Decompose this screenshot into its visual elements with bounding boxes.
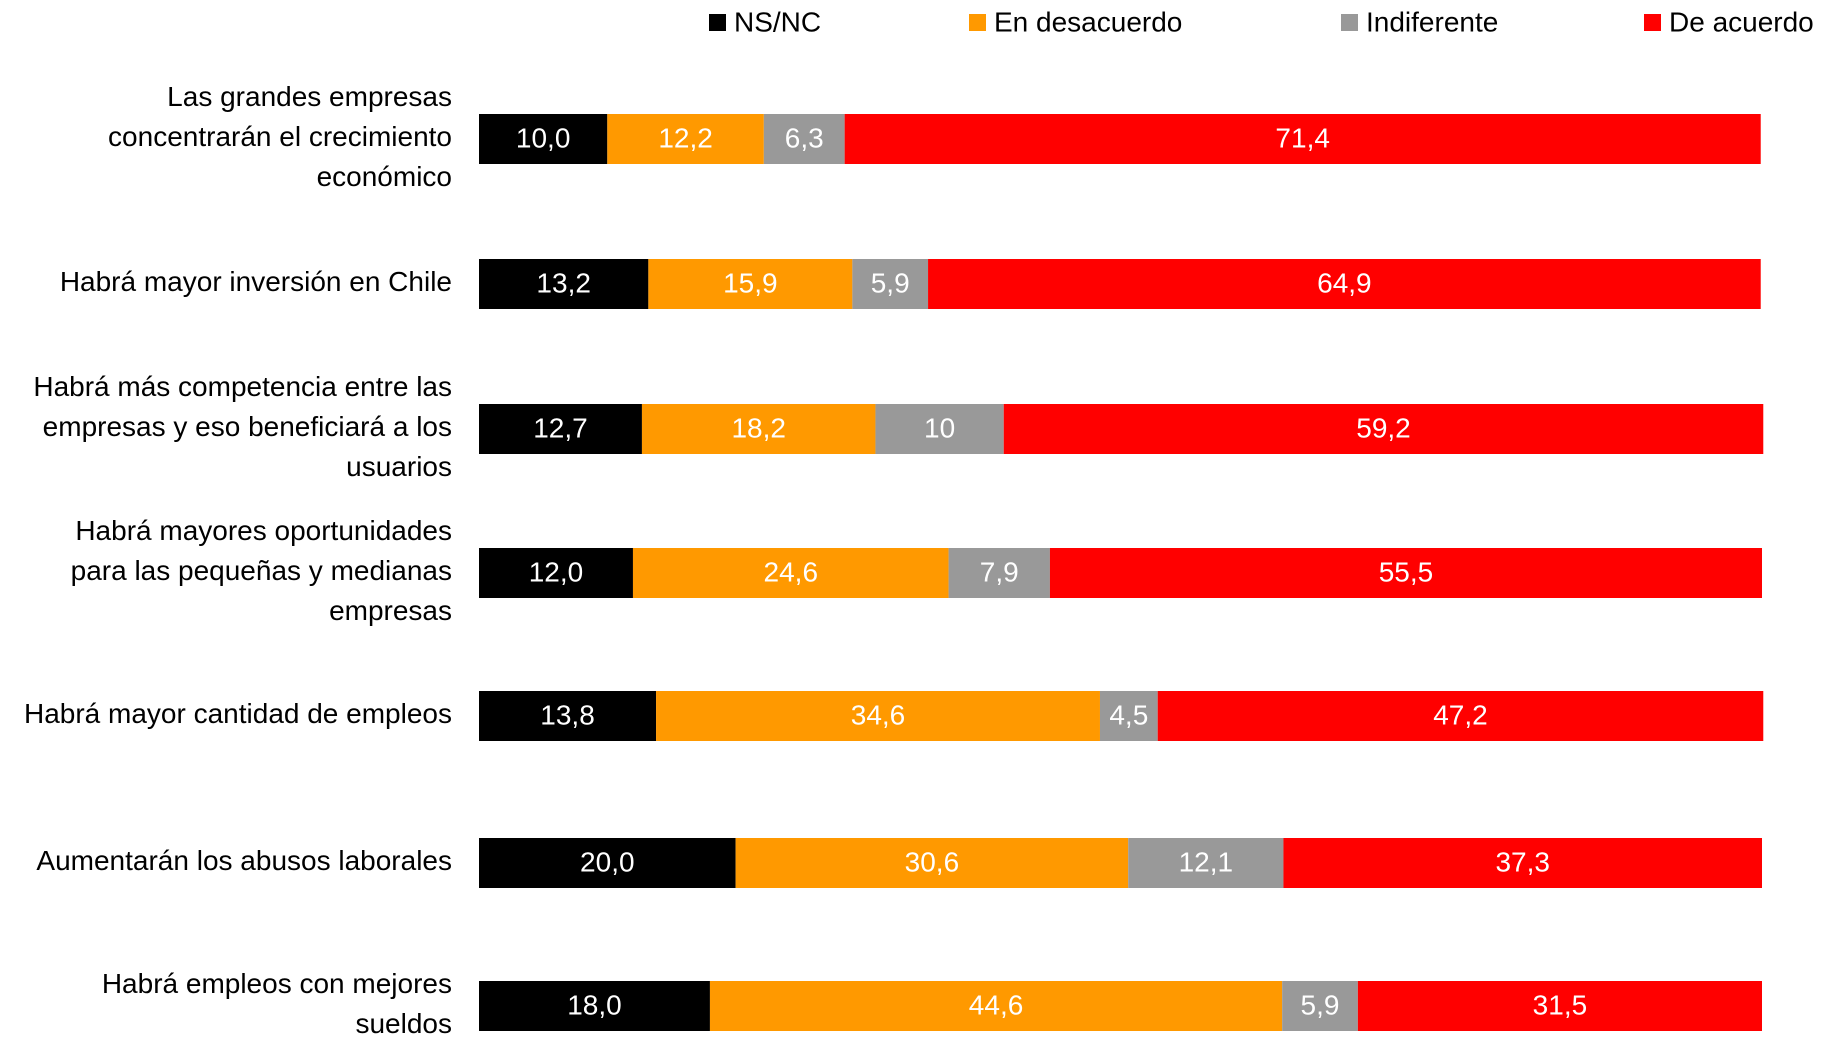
bar-segment <box>479 114 608 164</box>
bar-segment <box>763 114 845 164</box>
value-label: 20,0 <box>580 846 635 877</box>
bar-segment <box>479 259 649 309</box>
bar-segment <box>479 691 657 741</box>
bar-segment <box>479 838 736 888</box>
value-label: 71,4 <box>1275 122 1330 153</box>
value-label: 47,2 <box>1433 699 1488 730</box>
value-label: 18,0 <box>567 989 622 1020</box>
value-label: 12,7 <box>533 412 588 443</box>
bar-segment <box>607 114 764 164</box>
legend-label: Indiferente <box>1366 6 1498 37</box>
bar-segment <box>1099 691 1158 741</box>
category-label: Las grandes empresas concentrarán el crec… <box>108 81 452 192</box>
bar-segment <box>1157 691 1764 741</box>
category-label: Aumentarán los abusos laborales <box>36 845 452 876</box>
bar-segment <box>1128 838 1284 888</box>
bar-segment <box>479 548 633 598</box>
bar-segment <box>479 404 642 454</box>
value-label: 59,2 <box>1356 412 1411 443</box>
value-label: 24,6 <box>764 556 819 587</box>
category-label: Habrá mayor cantidad de empleos <box>24 698 452 729</box>
legend-swatch <box>969 14 986 31</box>
value-label: 30,6 <box>905 846 960 877</box>
legend-label: NS/NC <box>734 6 821 37</box>
bar-segment <box>1282 981 1358 1031</box>
value-label: 44,6 <box>969 989 1024 1020</box>
bar-segment <box>1003 404 1764 454</box>
legend-swatch <box>709 14 726 31</box>
value-label: 12,0 <box>529 556 584 587</box>
value-label: 5,9 <box>1301 989 1340 1020</box>
bar-segment <box>648 259 853 309</box>
bar-segment <box>632 548 949 598</box>
bar-segment <box>656 691 1100 741</box>
value-label: 10 <box>924 412 955 443</box>
value-label: 15,9 <box>723 267 778 298</box>
bar-segment <box>928 259 1761 309</box>
bar-segment <box>1049 548 1762 598</box>
bar-segment <box>735 838 1129 888</box>
bar-segment <box>479 981 710 1031</box>
bar-segment <box>948 548 1050 598</box>
value-label: 12,1 <box>1179 846 1234 877</box>
legend-label: De acuerdo <box>1669 6 1814 37</box>
bar-segment <box>852 259 929 309</box>
value-label: 18,2 <box>731 412 786 443</box>
bar-segment <box>875 404 1004 454</box>
value-label: 55,5 <box>1379 556 1434 587</box>
category-label: Habrá mayor inversión en Chile <box>60 266 452 297</box>
bar-segment <box>844 114 1761 164</box>
value-label: 6,3 <box>785 122 824 153</box>
value-label: 31,5 <box>1533 989 1588 1020</box>
legend-swatch <box>1341 14 1358 31</box>
value-label: 37,3 <box>1495 846 1550 877</box>
value-label: 64,9 <box>1317 267 1372 298</box>
category-label: Habrá empleos con mejores sueldos <box>102 968 452 1039</box>
bar-segment <box>1357 981 1762 1031</box>
value-label: 13,2 <box>536 267 591 298</box>
value-label: 7,9 <box>980 556 1019 587</box>
value-label: 5,9 <box>871 267 910 298</box>
value-label: 34,6 <box>851 699 906 730</box>
value-label: 12,2 <box>658 122 713 153</box>
legend-swatch <box>1644 14 1661 31</box>
category-label: Habrá más competencia entre las empresas … <box>33 371 452 482</box>
bar-segment <box>709 981 1283 1031</box>
value-label: 4,5 <box>1109 699 1148 730</box>
value-label: 10,0 <box>516 122 571 153</box>
bar-segment <box>641 404 876 454</box>
bar-segment <box>1283 838 1762 888</box>
category-label: Habrá mayores oportunidades para las pequ… <box>71 515 452 626</box>
legend-label: En desacuerdo <box>994 6 1182 37</box>
value-label: 13,8 <box>540 699 595 730</box>
